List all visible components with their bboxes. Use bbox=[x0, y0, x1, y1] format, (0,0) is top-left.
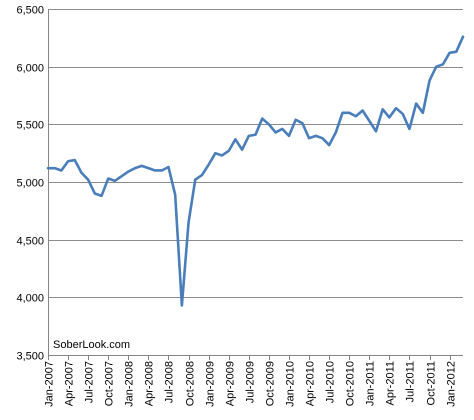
gridlines bbox=[48, 9, 463, 298]
series-line bbox=[46, 35, 465, 307]
x-tick-label: Jan-2009 bbox=[205, 361, 217, 407]
y-tick-label: 6,000 bbox=[16, 63, 44, 75]
data-point bbox=[455, 50, 458, 53]
data-point bbox=[375, 130, 378, 133]
data-point bbox=[234, 138, 237, 141]
data-point bbox=[154, 169, 157, 172]
data-point bbox=[140, 165, 143, 168]
data-point bbox=[134, 167, 137, 170]
y-tick-label: 4,500 bbox=[16, 236, 44, 248]
data-point bbox=[274, 131, 277, 134]
data-point bbox=[321, 137, 324, 140]
data-point bbox=[415, 102, 418, 105]
x-tick-label: Apr-2008 bbox=[144, 361, 156, 406]
y-tick-label: 3,500 bbox=[16, 351, 44, 363]
data-point bbox=[335, 131, 338, 134]
data-point bbox=[428, 79, 431, 82]
x-tick-label: Oct-2011 bbox=[426, 361, 438, 405]
data-point bbox=[281, 128, 284, 131]
data-point bbox=[442, 63, 445, 66]
data-point bbox=[294, 118, 297, 121]
x-tick-label: Apr-2009 bbox=[225, 361, 237, 406]
y-tick-label: 6,500 bbox=[16, 5, 44, 17]
data-point bbox=[167, 166, 170, 169]
data-point bbox=[194, 178, 197, 181]
data-point bbox=[67, 160, 70, 163]
data-point bbox=[341, 112, 344, 115]
data-point bbox=[94, 192, 97, 195]
x-tick-label: Oct-2010 bbox=[345, 361, 357, 406]
x-tick-label: Oct-2009 bbox=[265, 361, 277, 406]
data-point bbox=[355, 115, 358, 118]
data-point bbox=[435, 65, 438, 68]
data-point bbox=[261, 117, 264, 120]
data-point bbox=[248, 135, 251, 138]
data-point bbox=[401, 113, 404, 116]
data-point bbox=[381, 108, 384, 111]
x-tick-label: Jan-2007 bbox=[44, 361, 56, 407]
x-tick-label: Oct-2008 bbox=[185, 361, 197, 406]
data-point bbox=[227, 150, 230, 153]
data-point bbox=[107, 177, 110, 180]
data-point bbox=[254, 133, 257, 136]
data-point bbox=[395, 107, 398, 110]
x-tick-label: Jul-2008 bbox=[164, 361, 176, 403]
data-point bbox=[127, 170, 130, 173]
data-point bbox=[53, 167, 56, 170]
data-point bbox=[73, 159, 76, 162]
data-point bbox=[388, 116, 391, 119]
data-point bbox=[100, 195, 103, 198]
data-point bbox=[408, 128, 411, 131]
data-point bbox=[301, 122, 304, 125]
data-point bbox=[288, 135, 291, 138]
x-tick-label: Jul-2007 bbox=[84, 361, 96, 403]
data-point bbox=[268, 123, 271, 126]
data-point bbox=[361, 109, 364, 112]
x-tick-label: Apr-2011 bbox=[385, 361, 397, 405]
y-tick-label: 5,000 bbox=[16, 178, 44, 190]
data-point bbox=[160, 169, 163, 172]
x-tick-label: Jan-2008 bbox=[124, 361, 136, 407]
data-point bbox=[314, 135, 317, 138]
watermark: SoberLook.com bbox=[53, 339, 130, 351]
data-point bbox=[221, 154, 224, 157]
data-point bbox=[187, 221, 190, 224]
data-point bbox=[181, 304, 184, 307]
x-tick-marks bbox=[48, 355, 451, 360]
x-tick-label: Jul-2009 bbox=[245, 361, 257, 403]
data-point bbox=[120, 175, 123, 178]
x-tick-label: Jan-2012 bbox=[446, 361, 458, 407]
data-point bbox=[308, 137, 311, 140]
data-point bbox=[207, 163, 210, 166]
data-point bbox=[174, 193, 177, 196]
x-tick-label: Jan-2010 bbox=[285, 361, 297, 407]
data-point bbox=[368, 120, 371, 123]
x-tick-label: Apr-2010 bbox=[305, 361, 317, 406]
data-point bbox=[47, 167, 50, 170]
data-point bbox=[214, 152, 217, 155]
x-tick-label: Jul-2010 bbox=[325, 361, 337, 403]
y-tick-label: 4,000 bbox=[16, 293, 44, 305]
data-point bbox=[201, 174, 204, 177]
data-point bbox=[348, 112, 351, 115]
data-point bbox=[448, 52, 451, 55]
data-point bbox=[147, 167, 150, 170]
data-point bbox=[422, 112, 425, 115]
y-tick-labels: 3,500 4,000 4,500 5,000 5,500 6,000 6,500 bbox=[16, 5, 44, 363]
x-tick-label: Oct-2007 bbox=[104, 361, 116, 406]
data-point bbox=[114, 180, 117, 183]
data-point bbox=[60, 169, 63, 172]
x-tick-label: Apr-2007 bbox=[64, 361, 76, 406]
x-tick-label: Jul-2011 bbox=[405, 361, 417, 402]
data-point bbox=[87, 178, 90, 181]
data-point bbox=[80, 171, 83, 174]
data-point bbox=[328, 144, 331, 147]
x-tick-label: Jan-2011 bbox=[365, 361, 377, 406]
data-point bbox=[241, 148, 244, 151]
data-point bbox=[462, 35, 465, 38]
x-tick-labels: Jan-2007 Apr-2007 Jul-2007 Oct-2007 Jan-2008… bbox=[44, 361, 458, 407]
y-tick-label: 5,500 bbox=[16, 120, 44, 132]
data-points bbox=[47, 35, 465, 306]
